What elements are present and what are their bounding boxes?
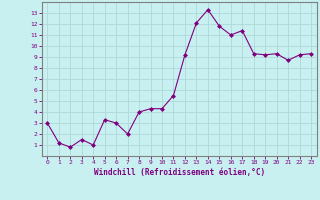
X-axis label: Windchill (Refroidissement éolien,°C): Windchill (Refroidissement éolien,°C) [94,168,265,177]
